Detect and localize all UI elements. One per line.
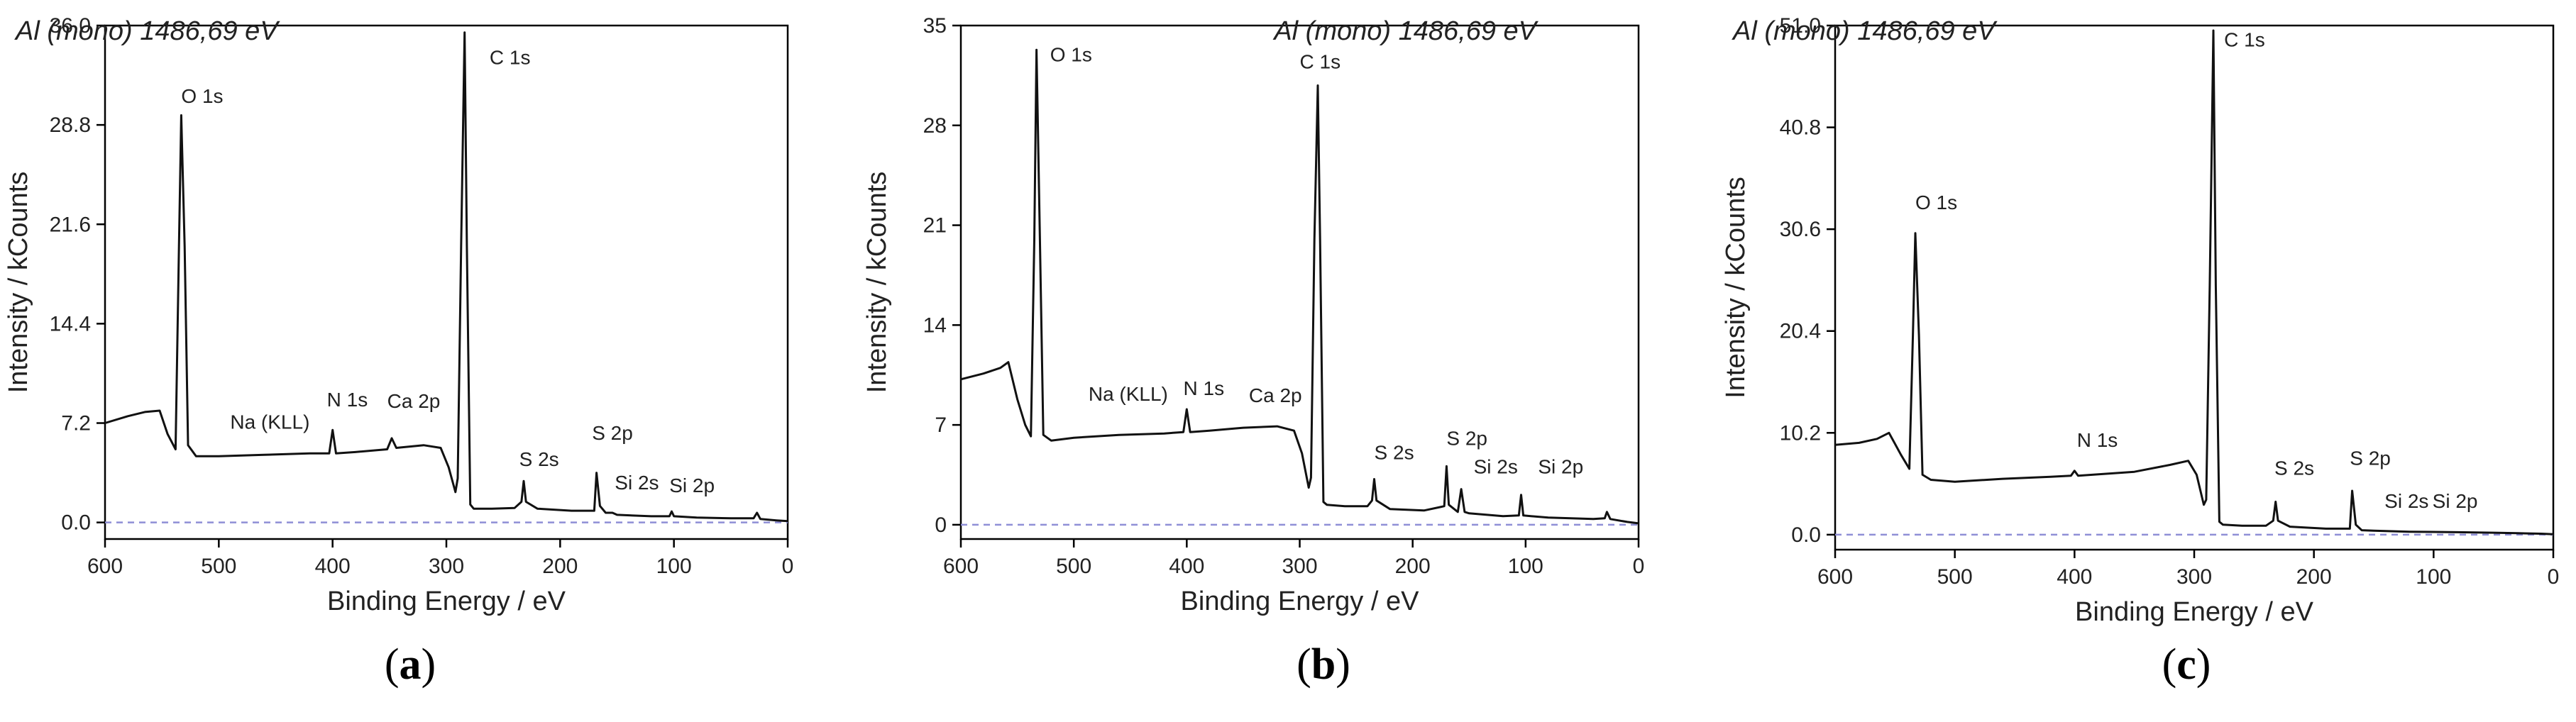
x-tick-label: 300 <box>1282 555 1317 578</box>
y-tick-label: 0.0 <box>61 511 91 535</box>
spectrum-line <box>1834 29 2554 535</box>
panel-label-close: ) <box>1336 640 1350 689</box>
panel-label-a: (a) <box>339 640 481 690</box>
x-tick-label: 100 <box>2416 565 2451 589</box>
x-axis-label: Binding Energy / eV <box>2075 597 2314 627</box>
xps-survey-chart-c: 600 500 400 300 200 100 0 0.0 10.2 20.4 30.6 40.8 51… <box>1721 14 2560 627</box>
y-tick-label: 28 <box>923 114 947 138</box>
chart-title: Al (mono) 1486,69 eV <box>14 16 280 46</box>
panel-label-open: ( <box>384 640 400 689</box>
x-tick-label: 400 <box>1169 555 1204 578</box>
y-axis-label: Intensity / kCounts <box>862 172 892 394</box>
peak-label: C 1s <box>1300 50 1341 72</box>
panel-label-close: ) <box>2196 640 2211 689</box>
y-tick-label: 10.2 <box>1780 421 1821 445</box>
y-axis-label: Intensity / kCounts <box>4 172 33 394</box>
x-tick-label: 0 <box>2548 565 2560 589</box>
peak-label: Si 2p <box>2433 490 2478 512</box>
x-tick-label: 400 <box>315 555 351 578</box>
y-tick-label: 0.0 <box>1791 523 1821 547</box>
peak-label: O 1s <box>1915 191 1957 213</box>
panel-label-open: ( <box>1297 640 1311 689</box>
y-tick-label: 35 <box>923 14 947 38</box>
y-tick-label: 7 <box>935 413 947 437</box>
x-axis-label: Binding Energy / eV <box>327 587 566 616</box>
y-tick-label: 28.8 <box>50 113 91 137</box>
x-tick-label: 500 <box>1937 565 1973 589</box>
peak-label: Ca 2p <box>1249 384 1302 406</box>
x-tick-label: 500 <box>1056 555 1091 578</box>
peak-label: S 2s <box>519 448 559 470</box>
chart-title: Al (mono) 1486,69 eV <box>1272 16 1539 46</box>
peak-label: Ca 2p <box>387 390 441 412</box>
x-tick-label: 200 <box>1395 555 1431 578</box>
x-tick-label: 600 <box>87 555 123 578</box>
peak-label: Na (KLL) <box>230 411 309 433</box>
x-tick-label: 0 <box>1633 555 1645 578</box>
peak-label: S 2p <box>1446 427 1487 449</box>
peak-label: S 2s <box>2274 457 2314 479</box>
peak-label: O 1s <box>1050 43 1092 65</box>
peak-label: O 1s <box>181 85 223 107</box>
plot-frame <box>959 24 1640 540</box>
xps-survey-chart-a: 600 500 400 300 200 100 0 0.0 7.2 14.4 21.6 28.8 36.… <box>4 14 794 616</box>
x-tick-label: 300 <box>2176 565 2212 589</box>
peak-label: Si 2s <box>2384 490 2428 512</box>
y-tick-label: 20.4 <box>1780 320 1821 343</box>
chart-title: Al (mono) 1486,69 eV <box>1732 16 1998 46</box>
peak-label: Si 2p <box>1538 455 1583 477</box>
x-tick-label: 400 <box>2057 565 2092 589</box>
x-tick-label: 600 <box>943 555 979 578</box>
x-tick-label: 200 <box>542 555 578 578</box>
panel-label-c: (c) <box>2115 640 2257 690</box>
panel-label-letter: a <box>399 640 422 689</box>
peak-label: C 1s <box>2224 29 2265 51</box>
peak-label: N 1s <box>2077 429 2118 451</box>
x-tick-label: 0 <box>782 555 794 578</box>
peak-label: N 1s <box>1184 377 1225 399</box>
spectrum-line <box>104 31 788 523</box>
y-tick-label: 40.8 <box>1780 116 1821 140</box>
xps-survey-chart-b: 600 500 400 300 200 100 0 0 7 14 21 28 35 Binding Ene… <box>862 14 1645 616</box>
y-tick-label: 21 <box>923 214 947 238</box>
spectrum-line <box>960 48 1639 525</box>
panel-b: 600 500 400 300 200 100 0 0 7 14 21 28 35 Binding Ene… <box>859 0 1717 722</box>
peak-label: N 1s <box>327 389 368 411</box>
panel-label-close: ) <box>421 640 436 689</box>
x-tick-label: 200 <box>2296 565 2332 589</box>
peak-label: S 2p <box>2350 447 2391 469</box>
y-tick-label: 0 <box>935 513 947 537</box>
panel-a: 600 500 400 300 200 100 0 0.0 7.2 14.4 21.6 28.8 36.… <box>0 0 859 722</box>
peak-label: Si 2p <box>669 474 715 496</box>
x-tick-label: 500 <box>201 555 236 578</box>
panel-c: 600 500 400 300 200 100 0 0.0 10.2 20.4 30.6 40.8 51… <box>1717 0 2576 722</box>
y-tick-label: 14.4 <box>50 312 91 335</box>
panel-label-letter: b <box>1311 640 1336 689</box>
peak-label: Si 2s <box>1474 455 1518 477</box>
x-tick-label: 100 <box>1508 555 1543 578</box>
peak-label: Na (KLL) <box>1089 383 1168 405</box>
y-tick-label: 7.2 <box>61 412 91 435</box>
x-axis-label: Binding Energy / eV <box>1181 587 1420 616</box>
y-tick-label: 36.0 <box>50 14 91 38</box>
peak-label: S 2p <box>592 422 633 444</box>
panel-label-b: (b) <box>1253 640 1394 690</box>
peak-label: S 2s <box>1375 441 1414 463</box>
panel-label-letter: c <box>2176 640 2196 689</box>
x-tick-label: 600 <box>1817 565 1853 589</box>
y-tick-label: 30.6 <box>1780 218 1821 241</box>
peak-label: Si 2s <box>615 472 659 494</box>
x-tick-label: 300 <box>429 555 464 578</box>
x-tick-label: 100 <box>656 555 692 578</box>
panel-label-open: ( <box>2162 640 2177 689</box>
y-tick-label: 14 <box>923 313 947 337</box>
y-tick-label: 51.0 <box>1780 14 1821 38</box>
y-tick-label: 21.6 <box>50 213 91 236</box>
peak-label: C 1s <box>490 46 531 68</box>
y-axis-label: Intensity / kCounts <box>1721 177 1751 399</box>
